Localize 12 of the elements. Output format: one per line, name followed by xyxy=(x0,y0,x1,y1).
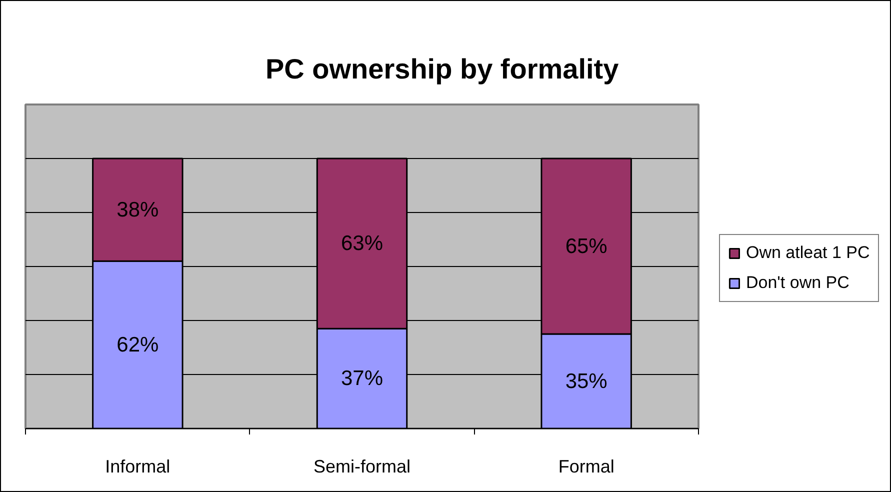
x-tick-label: Formal xyxy=(558,456,614,476)
x-tick-label: Informal xyxy=(105,456,170,476)
data-label: 65% xyxy=(565,234,608,258)
data-label: 37% xyxy=(340,367,384,390)
data-label: 62% xyxy=(116,333,159,356)
chart-title: PC ownership by formality xyxy=(266,54,620,84)
data-label: 35% xyxy=(565,370,608,393)
x-tick-label: Semi-formal xyxy=(313,456,411,476)
legend-label: Own atleat 1 PC xyxy=(746,243,870,263)
data-label: 38% xyxy=(116,198,159,222)
data-label: 63% xyxy=(340,232,384,256)
legend-label: Don't own PC xyxy=(746,273,850,293)
